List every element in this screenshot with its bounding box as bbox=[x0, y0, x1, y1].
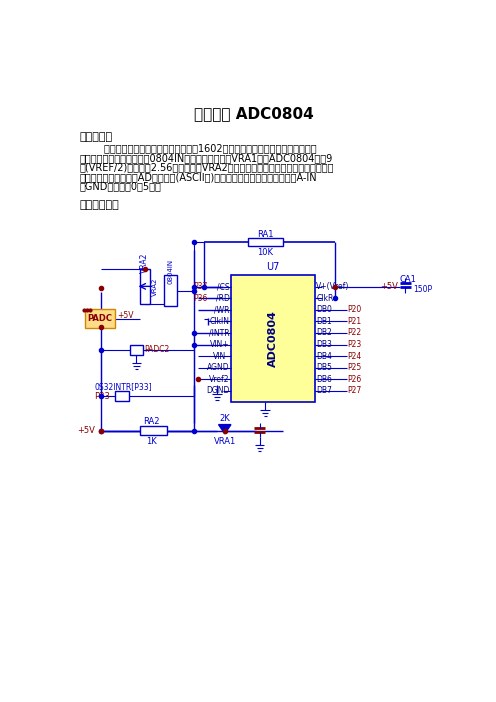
Text: 値，数码管显示相应的AD转换内码(ASCII码)。当输入电压外接时，接线端为A-IN: 値，数码管显示相应的AD转换内码(ASCII码)。当输入电压外接时，接线端为A-… bbox=[79, 172, 316, 182]
Text: DB0: DB0 bbox=[316, 305, 332, 314]
Bar bbox=[130, 345, 143, 355]
Text: VRA1: VRA1 bbox=[214, 437, 236, 446]
Text: P25: P25 bbox=[347, 363, 362, 372]
Bar bbox=[248, 238, 283, 246]
Text: 电压取自实验板时，应接逄0804IN跳相，调节电位器VRA1，使ADC0804的第9: 电压取自实验板时，应接逄0804IN跳相，调节电位器VRA1，使ADC0804的… bbox=[79, 153, 332, 163]
Text: AGND: AGND bbox=[207, 363, 229, 372]
Text: DB5: DB5 bbox=[316, 363, 332, 372]
Text: /RD: /RD bbox=[216, 294, 229, 303]
Text: DB4: DB4 bbox=[316, 352, 332, 361]
Text: DB2: DB2 bbox=[316, 329, 332, 338]
Text: 程序为数字电压表程序。先接上液晶1602，输入电压可取自实验板或处接。当: 程序为数字电压表程序。先接上液晶1602，输入电压可取自实验板或处接。当 bbox=[79, 143, 316, 153]
Text: ClkIN: ClkIN bbox=[209, 317, 229, 326]
Text: P23: P23 bbox=[347, 340, 362, 349]
Text: VRA2: VRA2 bbox=[140, 253, 149, 273]
Text: /INTR: /INTR bbox=[209, 329, 229, 338]
Text: DB7: DB7 bbox=[316, 386, 332, 395]
Text: P21: P21 bbox=[347, 317, 361, 326]
Text: /CS: /CS bbox=[217, 282, 229, 291]
Text: P36: P36 bbox=[193, 294, 208, 303]
Text: ADC0804: ADC0804 bbox=[268, 310, 278, 367]
Text: RA2: RA2 bbox=[143, 417, 159, 426]
Text: VRA2: VRA2 bbox=[152, 277, 158, 296]
Text: 一、功能：: 一、功能： bbox=[79, 131, 112, 142]
Text: 1K: 1K bbox=[146, 437, 157, 446]
Text: P26: P26 bbox=[347, 375, 362, 384]
Text: DGND: DGND bbox=[206, 386, 229, 395]
Text: P20: P20 bbox=[347, 305, 362, 314]
Text: P24: P24 bbox=[347, 352, 362, 361]
Text: P27: P27 bbox=[347, 386, 362, 395]
Text: 10K: 10K bbox=[257, 249, 273, 258]
Text: 0S32INTR[P33]: 0S32INTR[P33] bbox=[95, 383, 152, 391]
Text: DB3: DB3 bbox=[316, 340, 332, 349]
Text: Vref2: Vref2 bbox=[209, 375, 229, 384]
Text: DB1: DB1 bbox=[316, 317, 332, 326]
Text: 和GND，电压取0到5伏。: 和GND，电压取0到5伏。 bbox=[79, 182, 161, 192]
Text: DB6: DB6 bbox=[316, 375, 332, 384]
Bar bbox=[115, 392, 128, 401]
Text: 0804IN: 0804IN bbox=[168, 259, 174, 284]
Text: U7: U7 bbox=[266, 263, 279, 272]
Polygon shape bbox=[219, 425, 231, 434]
Text: P37: P37 bbox=[193, 282, 208, 291]
Text: 2K: 2K bbox=[219, 414, 230, 423]
Text: PADC2: PADC2 bbox=[144, 345, 170, 355]
Text: +5V: +5V bbox=[380, 282, 398, 291]
Text: +5V: +5V bbox=[77, 426, 95, 435]
Text: 模数转换 ADC0804: 模数转换 ADC0804 bbox=[194, 106, 314, 121]
Text: 二、电路图：: 二、电路图： bbox=[79, 200, 119, 210]
Text: CA1: CA1 bbox=[400, 274, 417, 284]
Text: RA1: RA1 bbox=[257, 230, 274, 239]
Text: 150P: 150P bbox=[413, 284, 432, 293]
Text: VIN-: VIN- bbox=[213, 352, 229, 361]
Text: V+(Vref): V+(Vref) bbox=[316, 282, 350, 291]
Text: +5V: +5V bbox=[117, 311, 133, 319]
Text: P22: P22 bbox=[347, 329, 361, 338]
Text: PADC: PADC bbox=[87, 314, 113, 323]
Text: /WR: /WR bbox=[214, 305, 229, 314]
Bar bbox=[139, 269, 150, 304]
Text: 脚(VREF/2)的电压为2.56伏。再调节VRA2改变输入电压，液晶显示相应的输入电压: 脚(VREF/2)的电压为2.56伏。再调节VRA2改变输入电压，液晶显示相应的… bbox=[79, 162, 333, 173]
Text: P33: P33 bbox=[95, 392, 111, 401]
Bar bbox=[164, 275, 177, 306]
Bar bbox=[139, 426, 167, 435]
Bar bbox=[85, 309, 115, 329]
Text: ClkR: ClkR bbox=[316, 294, 334, 303]
Text: VIN+: VIN+ bbox=[210, 340, 229, 349]
Bar bbox=[231, 275, 314, 402]
